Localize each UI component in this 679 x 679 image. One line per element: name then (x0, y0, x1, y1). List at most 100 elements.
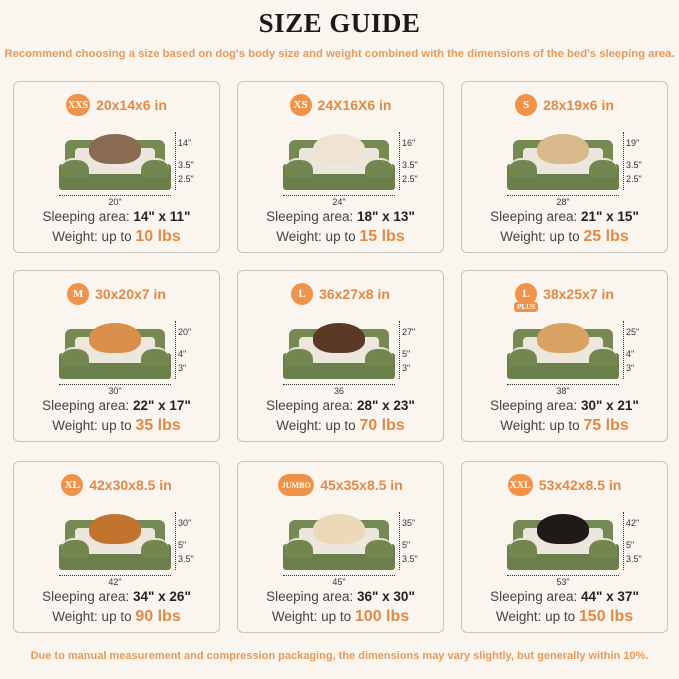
width-measure-line (507, 195, 619, 196)
size-card-xxs: XXS 20x14x6 in 14" 3.5" 2.5" 20" Sleepin… (13, 81, 220, 253)
height-measure-line (623, 132, 624, 190)
sleeping-area-value: 21" x 15" (581, 209, 639, 224)
sleeping-area: Sleeping area: 30" x 21" (462, 398, 667, 413)
weight-value: 10 lbs (135, 228, 181, 245)
sleeping-area-value: 44" x 37" (581, 589, 639, 604)
width-measure-line (283, 195, 395, 196)
base-height-label: 3" (402, 363, 411, 373)
depth-label: 14" (178, 138, 192, 148)
size-badge-label: JUMBO (281, 480, 311, 490)
width-label: 20" (108, 197, 122, 207)
bolster-height-label: 5" (178, 540, 187, 550)
weight-value: 150 lbs (578, 608, 634, 625)
weight-label: Weight: up to (500, 418, 580, 433)
weight-value: 25 lbs (583, 228, 629, 245)
bed-illustration (59, 134, 171, 190)
size-badge-label: XL (64, 479, 80, 491)
bed-illustration (507, 514, 619, 570)
base-height-label: 3.5" (178, 554, 194, 564)
width-measure-line (507, 384, 619, 385)
bolster-height-label: 4" (178, 349, 187, 359)
sleeping-area: Sleeping area: 21" x 15" (462, 209, 667, 224)
depth-label: 42" (626, 518, 640, 528)
bed-dimensions: 36x27x8 in (319, 286, 390, 302)
weight-value: 15 lbs (359, 228, 405, 245)
pet-image (313, 134, 365, 164)
width-label: 24" (332, 197, 346, 207)
bolster-height-label: 3.5" (178, 160, 194, 170)
sleeping-area-value: 34" x 26" (133, 589, 191, 604)
bed-bolster-right (589, 538, 617, 558)
pet-image (89, 134, 141, 164)
size-badge-label: XXL (509, 479, 531, 491)
pet-image (89, 323, 141, 353)
bed-illustration (507, 134, 619, 190)
bed-bolster-right (365, 347, 393, 367)
width-measure-line (59, 575, 171, 576)
bed-bolster-left (61, 347, 89, 367)
width-measure-line (283, 575, 395, 576)
bed-illustration (283, 514, 395, 570)
weight-limit: Weight: up to 100 lbs (238, 608, 443, 626)
depth-label: 25" (626, 327, 640, 337)
width-measure-line (59, 384, 171, 385)
height-measure-line (399, 132, 400, 190)
bed-bolster-left (61, 158, 89, 178)
depth-label: 16" (402, 138, 416, 148)
height-measure-line (175, 132, 176, 190)
weight-label: Weight: up to (276, 229, 356, 244)
size-card-xs: XS 24X16X6 in 16" 3.5" 2.5" 24" Sleeping… (237, 81, 444, 253)
base-height-label: 2.5" (402, 174, 418, 184)
weight-limit: Weight: up to 150 lbs (462, 608, 667, 626)
pet-image (537, 323, 589, 353)
height-measure-line (175, 321, 176, 379)
bed-bolster-left (509, 347, 537, 367)
base-height-label: 2.5" (178, 174, 194, 184)
weight-label: Weight: up to (52, 229, 132, 244)
size-badge: L (291, 283, 314, 305)
sleeping-area-value: 14" x 11" (133, 209, 191, 224)
weight-value: 70 lbs (359, 417, 405, 434)
base-height-label: 3" (626, 363, 635, 373)
bed-illustration (507, 323, 619, 379)
size-badge-label: XXS (68, 99, 89, 111)
sleeping-area-label: Sleeping area: (266, 589, 354, 604)
sleeping-area-label: Sleeping area: (490, 398, 578, 413)
bolster-height-label: 3.5" (402, 160, 418, 170)
size-header: XXS 20x14x6 in (14, 94, 219, 116)
pet-image (313, 323, 365, 353)
bolster-height-label: 4" (626, 349, 635, 359)
sleeping-area-value: 36" x 30" (357, 589, 415, 604)
height-measure-line (623, 321, 624, 379)
sleeping-area: Sleeping area: 18" x 13" (238, 209, 443, 224)
bed-dimensions: 45x35x8.5 in (320, 477, 403, 493)
bed-bolster-left (285, 158, 313, 178)
width-label: 53" (556, 577, 570, 587)
weight-limit: Weight: up to 90 lbs (14, 608, 219, 626)
size-card-xxl: XXL 53x42x8.5 in 42" 5" 3.5" 53" Sleepin… (461, 461, 668, 633)
bed-dimensions: 28x19x6 in (543, 97, 614, 113)
weight-label: Weight: up to (495, 609, 576, 624)
sleeping-area-label: Sleeping area: (490, 209, 578, 224)
sleeping-area: Sleeping area: 34" x 26" (14, 589, 219, 604)
sleeping-area-value: 28" x 23" (357, 398, 415, 413)
weight-value: 35 lbs (135, 417, 181, 434)
weight-limit: Weight: up to 15 lbs (238, 228, 443, 246)
bolster-height-label: 5" (402, 349, 411, 359)
bed-bolster-right (589, 158, 617, 178)
size-card-jumbo: JUMBO 45x35x8.5 in 35" 5" 3.5" 45" Sleep… (237, 461, 444, 633)
plus-tag: PLUS (514, 302, 539, 312)
weight-label: Weight: up to (52, 418, 132, 433)
base-height-label: 3" (178, 363, 187, 373)
width-label: 30" (108, 386, 122, 396)
depth-label: 20" (178, 327, 192, 337)
height-measure-line (399, 321, 400, 379)
size-badge: S (515, 94, 538, 116)
weight-value: 90 lbs (135, 608, 181, 625)
width-measure-line (59, 195, 171, 196)
size-header: M 30x20x7 in (14, 283, 219, 305)
pet-image (89, 514, 141, 544)
size-header: XS 24X16X6 in (238, 94, 443, 116)
size-card-l: L 36x27x8 in 27" 5" 3" 36 Sleeping area:… (237, 270, 444, 442)
weight-value: 100 lbs (354, 608, 410, 625)
